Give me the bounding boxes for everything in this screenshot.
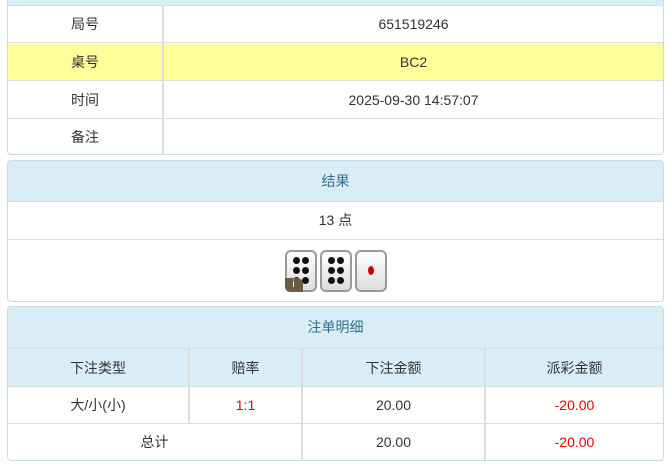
label: 桌号 [8,42,163,81]
total-label: 总计 [8,423,302,460]
bet-type: 大/小(小) [8,386,189,424]
time-row: 时间 2025-09-30 14:57:07 [8,80,663,119]
info-icon[interactable]: i [284,277,303,292]
dice-row: i [8,239,663,301]
die-six-icon [319,249,352,292]
col-payout: 派彩金额 [484,348,663,387]
total-payout: -20.00 [484,423,663,460]
total-amount: 20.00 [301,423,485,460]
time: 2025-09-30 14:57:07 [162,80,663,119]
label: 备注 [8,118,163,154]
table-id: BC2 [162,42,663,81]
round-id-row: 局号 651519246 [8,5,663,43]
remark [162,118,663,154]
table-row: 大/小(小) 1:1 20.00 -20.00 [8,386,663,424]
bet-amount: 20.00 [301,386,485,424]
col-amount: 下注金额 [301,348,485,387]
column-headers: 下注类型 赔率 下注金额 派彩金额 [8,348,663,387]
result-title: 结果 [8,161,663,201]
odds: 1:1 [188,386,302,424]
payout: -20.00 [484,386,663,424]
label: 局号 [8,5,163,43]
result-points: 13 点 [8,201,663,239]
label: 时间 [8,80,163,119]
col-odds: 赔率 [188,348,302,387]
die-six-icon: i [284,249,317,292]
bet-details-title: 注单明细 [8,307,663,348]
result-panel: 结果 13 点 i [7,160,664,302]
die-one-icon [354,249,387,292]
total-row: 总计 20.00 -20.00 [8,423,663,460]
round-info-panel: 局号 651519246 桌号 BC2 时间 2025-09-30 14:57:07 … [7,0,664,155]
table-id-row: 桌号 BC2 [8,42,663,81]
remark-row: 备注 [8,118,663,154]
col-bet-type: 下注类型 [8,348,189,387]
bet-details-panel: 注单明细 下注类型 赔率 下注金额 派彩金额 大/小(小) 1:1 20.00 … [7,306,664,461]
round-id: 651519246 [162,5,663,43]
